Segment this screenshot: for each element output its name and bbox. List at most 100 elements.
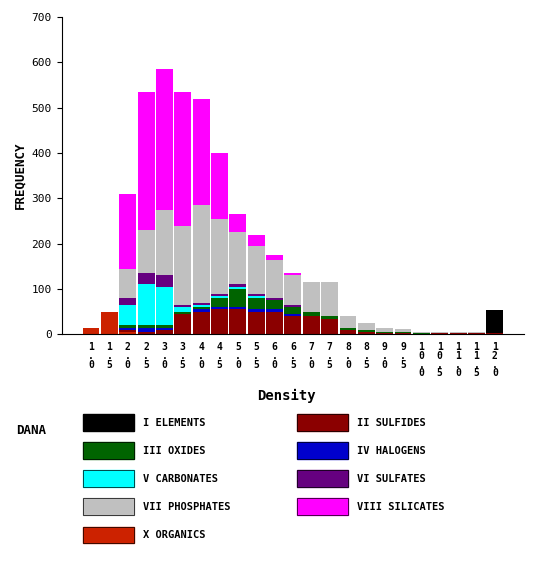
Text: VII PHOSPHATES: VII PHOSPHATES: [143, 502, 231, 512]
Bar: [119, 332, 136, 334]
Bar: [156, 330, 173, 334]
Bar: [119, 328, 136, 330]
Bar: [193, 205, 210, 302]
Bar: [376, 332, 393, 333]
Bar: [303, 312, 320, 316]
Bar: [431, 333, 448, 334]
Bar: [211, 310, 228, 334]
Bar: [431, 332, 448, 333]
Bar: [119, 325, 136, 328]
Bar: [468, 333, 485, 334]
Text: VI SULFATES: VI SULFATES: [357, 474, 426, 484]
Bar: [156, 325, 173, 328]
Bar: [248, 296, 265, 298]
Bar: [230, 307, 246, 310]
Bar: [376, 333, 393, 334]
Bar: [211, 153, 228, 219]
Bar: [137, 92, 155, 230]
Bar: [248, 234, 265, 246]
Bar: [230, 214, 246, 232]
Bar: [303, 282, 320, 312]
Bar: [230, 289, 246, 307]
Bar: [137, 230, 155, 273]
Bar: [376, 329, 393, 332]
Bar: [321, 316, 338, 319]
Bar: [193, 98, 210, 205]
Bar: [137, 325, 155, 328]
Text: II SULFIDES: II SULFIDES: [357, 418, 426, 428]
Bar: [119, 298, 136, 305]
Bar: [266, 298, 283, 300]
Y-axis label: FREQUENCY: FREQUENCY: [13, 142, 26, 210]
Bar: [211, 298, 228, 307]
Bar: [395, 329, 411, 332]
Text: X ORGANICS: X ORGANICS: [143, 530, 206, 540]
Bar: [156, 69, 173, 210]
Bar: [156, 210, 173, 275]
Bar: [285, 273, 301, 275]
Bar: [486, 310, 503, 333]
Text: III OXIDES: III OXIDES: [143, 446, 206, 456]
Bar: [137, 273, 155, 284]
Text: V CARBONATES: V CARBONATES: [143, 474, 218, 484]
Bar: [137, 284, 155, 325]
Bar: [137, 328, 155, 332]
Bar: [119, 330, 136, 332]
Bar: [156, 328, 173, 330]
Bar: [303, 316, 320, 334]
Bar: [248, 298, 265, 310]
Text: I ELEMENTS: I ELEMENTS: [143, 418, 206, 428]
Bar: [174, 305, 191, 307]
Bar: [413, 333, 430, 334]
Bar: [137, 332, 155, 334]
Bar: [119, 269, 136, 298]
Bar: [395, 333, 411, 334]
Text: IV HALOGENS: IV HALOGENS: [357, 446, 426, 456]
Bar: [193, 305, 210, 307]
Bar: [266, 300, 283, 310]
Bar: [230, 232, 246, 284]
Bar: [449, 333, 467, 334]
Bar: [248, 310, 265, 312]
Bar: [468, 332, 485, 333]
Bar: [413, 332, 430, 333]
Text: Density: Density: [257, 389, 316, 404]
Bar: [101, 312, 118, 334]
Bar: [193, 307, 210, 310]
Bar: [358, 323, 375, 330]
Bar: [285, 316, 301, 334]
Bar: [248, 293, 265, 296]
Bar: [211, 293, 228, 296]
Bar: [248, 246, 265, 293]
Bar: [285, 275, 301, 305]
Bar: [119, 194, 136, 269]
Bar: [156, 287, 173, 325]
Bar: [340, 316, 356, 328]
Bar: [174, 92, 191, 225]
Bar: [449, 332, 467, 333]
Bar: [174, 307, 191, 312]
Bar: [211, 307, 228, 310]
Bar: [266, 310, 283, 312]
Bar: [193, 312, 210, 334]
Bar: [248, 312, 265, 334]
Bar: [340, 328, 356, 330]
Bar: [266, 260, 283, 298]
Bar: [285, 305, 301, 307]
Bar: [321, 319, 338, 334]
Bar: [211, 219, 228, 293]
Bar: [230, 287, 246, 289]
Bar: [230, 310, 246, 334]
Bar: [156, 275, 173, 287]
Bar: [230, 284, 246, 287]
Text: DANA: DANA: [16, 424, 46, 437]
Bar: [321, 282, 338, 316]
Bar: [174, 312, 191, 314]
Bar: [285, 307, 301, 314]
Bar: [119, 305, 136, 325]
Text: VIII SILICATES: VIII SILICATES: [357, 502, 445, 512]
Bar: [266, 255, 283, 260]
Bar: [285, 314, 301, 316]
Bar: [340, 330, 356, 334]
Bar: [358, 330, 375, 332]
